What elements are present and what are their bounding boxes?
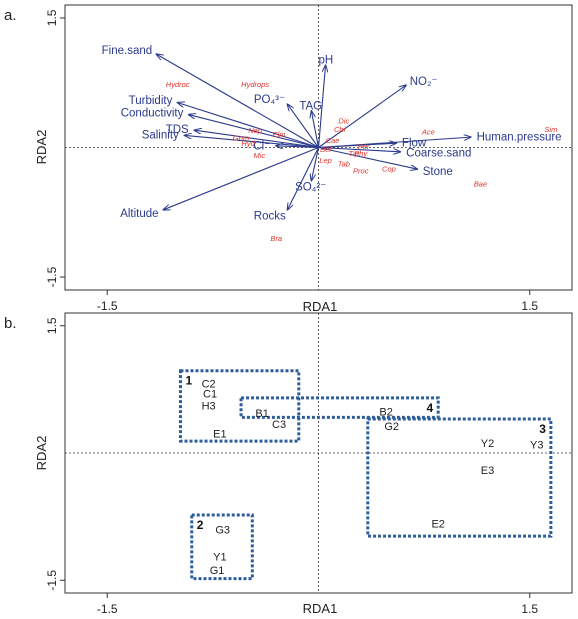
env-arrow-po43-4: [288, 104, 319, 148]
site-label-e1-5: E1: [213, 428, 226, 440]
group-label-3: 3: [539, 422, 546, 436]
group-label-4: 4: [427, 401, 434, 415]
env-arrow-turbidity-5: [178, 103, 319, 149]
group-box-2: [190, 513, 254, 581]
site-label-c3-4: C3: [272, 419, 286, 431]
env-label-coarse-sand-12: Coarse.sand: [406, 147, 471, 159]
species-label-proc-9: Proc: [353, 166, 369, 175]
env-label-po43-4: PO₄³⁻: [254, 94, 285, 106]
env-label-ph-1: pH: [319, 54, 334, 66]
site-label-c2-0: C2: [202, 378, 216, 390]
site-label-e2-11: E2: [431, 518, 444, 530]
env-label-conductivity-6: Conductivity: [121, 107, 184, 119]
env-arrow-rocks-15: [288, 147, 319, 210]
env-arrow-cl-9: [276, 146, 319, 148]
species-label-bae-4: Bae: [474, 179, 487, 188]
env-label-stone-13: Stone: [423, 166, 453, 178]
species-label-cop-8: Cop: [382, 165, 396, 174]
species-label-gom-15: Gom: [233, 134, 249, 143]
species-label-per-21: Per: [358, 142, 370, 151]
species-label-dic-6: Dic: [338, 116, 349, 125]
site-label-b2-6: B2: [379, 406, 392, 418]
species-label-elm-12: Elm: [273, 130, 286, 139]
panel-a-ylabel: RDA2: [34, 130, 49, 165]
species-label-phy-17: Phy: [354, 149, 368, 158]
species-label-chi-7: Chi: [334, 125, 346, 134]
x-tick-label: 1.5: [521, 299, 538, 313]
env-label-human-pressure-11: Human.pressure: [477, 131, 562, 143]
group-box-1: [178, 369, 301, 443]
env-arrow-tds-7: [195, 130, 319, 149]
panel-a: -1.5 1.5 1.5 -1.5 Fine.sand pH NO₂⁻ TAG PO₄³⁻ Tur…: [45, 4, 573, 313]
species-label-hydrops-1: Hydrops: [241, 80, 269, 89]
env-arrow-stone-13: [318, 146, 418, 170]
env-arrow-no2-2: [318, 85, 406, 148]
y-tick-label: 1.5: [45, 9, 59, 26]
env-label-turbidity-5: Turbidity: [129, 95, 173, 107]
y-tick-label: -1.5: [45, 570, 59, 591]
species-label-tip-11: Tip: [349, 149, 359, 158]
site-label-y3-9: Y3: [530, 440, 543, 452]
x-tick-label: -1.5: [97, 299, 118, 313]
env-label-cl-9: Cl⁻: [253, 140, 270, 152]
env-arrow-ph-1: [317, 65, 326, 148]
panel-a-xlabel: RDA1: [303, 299, 338, 314]
y-tick-label: -1.5: [45, 266, 59, 287]
site-label-e3-10: E3: [481, 465, 494, 477]
group-box-4: [239, 396, 440, 419]
species-label-hydroc-0: Hydroc: [166, 80, 190, 89]
env-label-tds-7: TDS: [166, 124, 189, 136]
panel-b-xlabel: RDA1: [303, 601, 338, 616]
env-label-altitude-16: Altitude: [120, 208, 158, 220]
env-arrow-so42-14: [311, 147, 320, 181]
site-label-g3-12: G3: [215, 524, 230, 536]
y-tick-label: 1.5: [45, 317, 59, 334]
env-arrow-tag-3: [311, 111, 320, 148]
species-label-nep-14: Nep: [248, 126, 262, 135]
env-label-fine-sand-0: Fine.sand: [102, 45, 153, 57]
panel-b-ylabel: RDA2: [34, 436, 49, 471]
species-label-ace-2: Ace: [421, 128, 435, 137]
group-box-3: [366, 417, 553, 538]
species-label-cae-19: Cae: [326, 136, 340, 145]
species-label-hyd-13: Hyd: [241, 139, 255, 148]
site-label-y1-13: Y1: [213, 552, 226, 564]
panel-b-tag: b.: [4, 315, 17, 332]
species-label-sim-3: Sim: [544, 125, 557, 134]
env-arrow-salinity-8: [185, 135, 319, 149]
env-arrow-conductivity-6: [189, 115, 319, 149]
env-label-so42-14: SO₄²⁻: [295, 181, 326, 193]
env-arrow-coarse-sand-12: [318, 146, 401, 152]
site-label-g2-7: G2: [384, 421, 399, 433]
species-label-bra-5: Bra: [270, 234, 282, 243]
site-label-h3-2: H3: [202, 400, 216, 412]
env-arrow-human-pressure-11: [318, 137, 471, 149]
env-arrow-altitude-16: [164, 146, 319, 210]
species-label-mic-10: Mic: [254, 151, 266, 160]
site-label-b1-3: B1: [255, 408, 268, 420]
x-tick-label: 1.5: [521, 602, 538, 616]
env-arrow-fine-sand-0: [157, 54, 319, 148]
site-label-y2-8: Y2: [481, 438, 494, 450]
panel-a-tag: a.: [4, 7, 17, 24]
env-label-rocks-15: Rocks: [254, 210, 286, 222]
group-label-2: 2: [197, 518, 204, 532]
env-label-salinity-8: Salinity: [142, 130, 179, 142]
species-label-lep-16: Lep: [319, 156, 332, 165]
x-tick-label: -1.5: [97, 602, 118, 616]
group-label-1: 1: [185, 374, 192, 388]
env-label-tag-3: TAG: [299, 100, 322, 112]
species-label-bel-20: Bel: [320, 145, 331, 154]
env-label-no2-2: NO₂⁻: [410, 76, 438, 88]
site-label-c1-1: C1: [203, 389, 217, 401]
species-label-tab-18: Tab: [338, 160, 350, 169]
site-label-g1-14: G1: [210, 565, 225, 577]
